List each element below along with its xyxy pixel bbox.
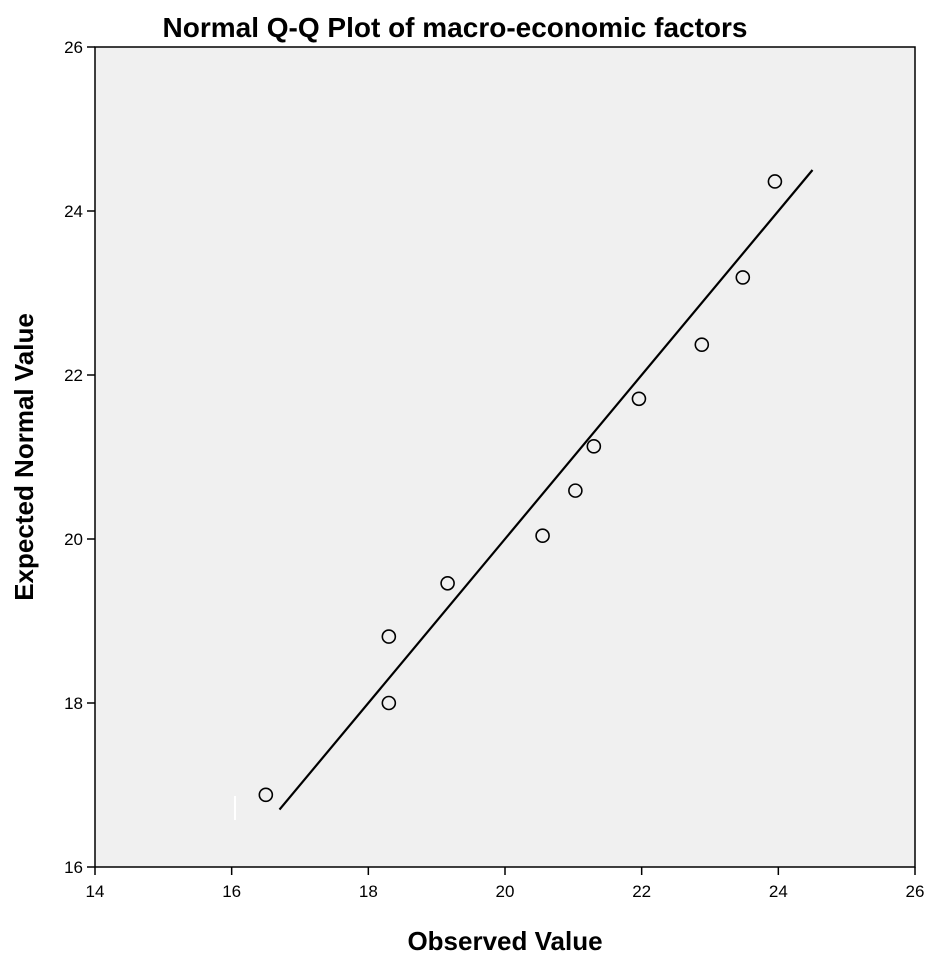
x-tick-label: 22	[632, 882, 651, 901]
reference-line	[278, 169, 814, 811]
data-point	[631, 391, 647, 407]
y-tick-label: 22	[64, 366, 83, 385]
data-point	[735, 270, 751, 285]
data-point	[767, 174, 783, 189]
x-tick-label: 18	[359, 882, 378, 901]
y-tick-label: 24	[64, 202, 83, 221]
data-point	[535, 528, 550, 544]
data-points	[258, 174, 783, 803]
y-tick-label: 18	[64, 694, 83, 713]
data-point	[258, 787, 274, 803]
data-point	[440, 575, 455, 591]
y-axis-ticks: 16 18 20 22 24 26	[64, 38, 95, 877]
x-axis-label: Observed Value	[407, 926, 602, 956]
x-tick-label: 16	[222, 882, 241, 901]
x-tick-label: 20	[496, 882, 515, 901]
x-tick-label: 14	[86, 882, 105, 901]
y-tick-label: 20	[64, 530, 83, 549]
y-tick-label: 16	[64, 858, 83, 877]
y-axis-label: Expected Normal Value	[9, 313, 39, 601]
y-tick-label: 26	[64, 38, 83, 57]
x-tick-label: 24	[769, 882, 788, 901]
x-axis-ticks: 14 16 18 20 22 24 26	[86, 867, 925, 901]
data-point	[568, 483, 583, 498]
plot-area	[94, 46, 916, 868]
data-point	[694, 337, 710, 352]
x-tick-label: 26	[906, 882, 925, 901]
data-point	[586, 439, 602, 454]
data-point	[381, 695, 397, 711]
data-point	[381, 629, 397, 644]
chart-title: Normal Q-Q Plot of macro-economic factor…	[163, 12, 748, 43]
